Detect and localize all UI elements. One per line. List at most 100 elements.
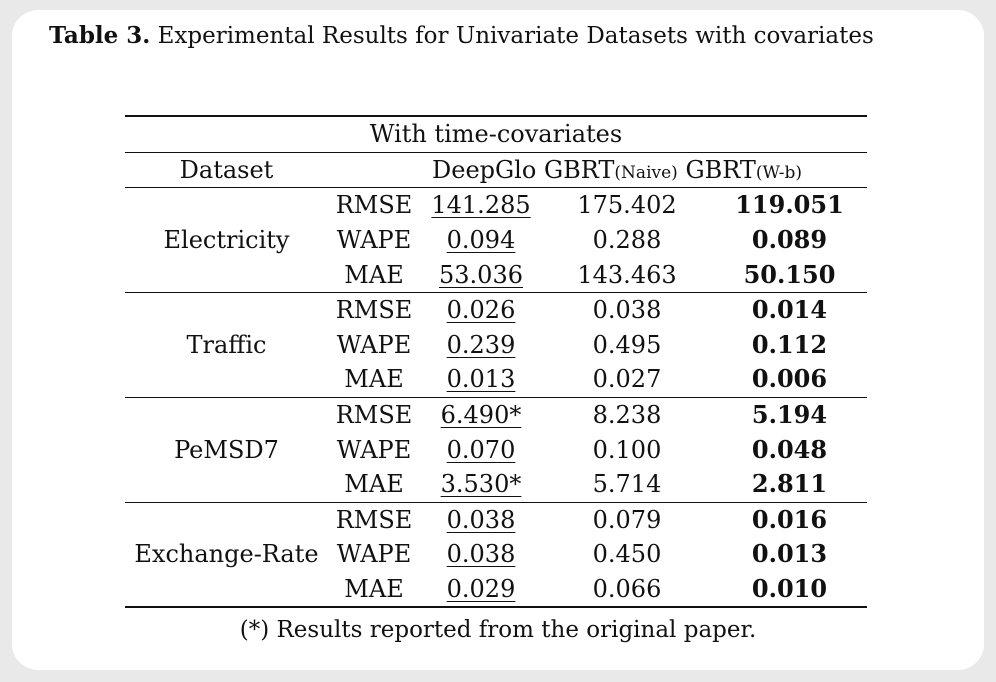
table-row: WAPE 0.094 0.288 0.089 — [125, 223, 867, 258]
deepglo-cell: 0.026 — [420, 291, 542, 328]
gbrt-wb-cell-value: 0.014 — [751, 295, 828, 325]
metric-cell: MAE — [328, 257, 420, 292]
gbrt-naive-cell-value: 143.463 — [577, 260, 677, 289]
metric-cell-value: MAE — [344, 470, 404, 499]
header-dataset: Dataset — [125, 151, 328, 188]
gbrt-wb-cell: 0.013 — [712, 537, 867, 572]
gbrt-naive-cell: 5.714 — [542, 467, 712, 502]
gbrt-wb-cell: 0.089 — [712, 223, 867, 258]
gbrt-naive-cell: 0.100 — [542, 432, 712, 467]
deepglo-cell-value: 0.029 — [446, 575, 516, 604]
gbrt-wb-cell-value: 119.051 — [735, 190, 844, 220]
gbrt-naive-cell: 175.402 — [542, 187, 712, 223]
table-row: Electricity RMSE 141.285 175.402 119.051 — [125, 187, 867, 293]
gbrt-wb-cell: 0.006 — [712, 362, 867, 397]
gbrt-naive-cell: 0.288 — [542, 223, 712, 258]
gbrt-naive-cell-value: 0.038 — [592, 296, 662, 325]
metric-cell-value: RMSE — [335, 191, 413, 220]
gbrt-wb-cell: 0.112 — [712, 328, 867, 363]
gbrt-wb-cell: 2.811 — [712, 467, 867, 502]
gbrt-wb-cell-value: 0.006 — [751, 364, 828, 394]
gbrt-naive-cell-value: 0.100 — [592, 435, 662, 464]
deepglo-cell-value: 0.026 — [446, 296, 516, 325]
deepglo-cell-value: 0.094 — [446, 226, 516, 255]
deepglo-cell: 0.038 — [420, 537, 542, 572]
metric-cell-value: RMSE — [335, 401, 413, 430]
metric-cell-value: MAE — [344, 365, 404, 394]
metric-cell-value: RMSE — [335, 505, 413, 534]
metric-cell: RMSE — [328, 501, 420, 538]
gbrt-wb-cell: 0.048 — [712, 432, 867, 467]
gbrt-naive-cell-value: 0.027 — [592, 365, 662, 394]
deepglo-cell-value: 0.038 — [446, 505, 516, 534]
deepglo-cell: 0.094 — [420, 223, 542, 258]
header-row: Dataset DeepGlo GBRT(Naive) GBRT(W-b) — [125, 151, 867, 188]
gbrt-naive-cell-value: 0.450 — [592, 540, 662, 569]
gbrt-naive-cell-value: 0.079 — [592, 505, 662, 534]
gbrt-wb-cell-value: 50.150 — [743, 259, 836, 289]
results-table: With time-covariates Dataset DeepGlo GBR… — [125, 114, 867, 608]
deepglo-cell-value: 6.490* — [440, 401, 522, 430]
deepglo-cell-value: 53.036 — [439, 260, 523, 289]
metric-cell: WAPE — [328, 537, 420, 572]
deepglo-cell: 53.036 — [420, 257, 542, 292]
gbrt-naive-cell-value: 0.288 — [592, 226, 662, 255]
metric-cell: MAE — [328, 362, 420, 397]
gbrt-wb-cell: 119.051 — [712, 187, 867, 223]
gbrt-wb-cell-value: 0.048 — [751, 434, 828, 464]
table-row: MAE 0.013 0.027 0.006 — [125, 362, 867, 397]
metric-cell: MAE — [328, 467, 420, 502]
metric-cell: WAPE — [328, 432, 420, 467]
gbrt-naive-cell-value: 8.238 — [592, 401, 662, 430]
section-title-row: With time-covariates — [125, 114, 867, 153]
gbrt-wb-cell: 0.016 — [712, 501, 867, 538]
deepglo-cell: 0.029 — [420, 572, 542, 608]
gbrt-naive-cell: 0.450 — [542, 537, 712, 572]
gbrt-wb-cell-value: 0.013 — [751, 539, 828, 569]
table-row: Traffic RMSE 0.026 0.038 0.014 — [125, 291, 867, 398]
table-row: WAPE 0.070 0.100 0.048 — [125, 432, 867, 467]
header-models: DeepGlo GBRT(Naive) GBRT(W-b) — [420, 151, 867, 188]
metric-cell: RMSE — [328, 291, 420, 328]
deepglo-cell: 0.013 — [420, 362, 542, 397]
gbrt-naive-cell-value: 5.714 — [592, 470, 662, 499]
metric-cell-value: WAPE — [336, 435, 412, 464]
table-row: WAPE 0.038 0.450 0.013 — [125, 537, 867, 572]
deepglo-cell: 6.490* — [420, 396, 542, 433]
gbrt-naive-cell: 143.463 — [542, 257, 712, 292]
gbrt-naive-cell-value: 175.402 — [577, 191, 677, 220]
table-row: WAPE 0.239 0.495 0.112 — [125, 328, 867, 363]
gbrt-wb-cell-value: 0.112 — [751, 329, 828, 359]
gbrt-wb-cell-value: 2.811 — [751, 469, 828, 499]
table-caption: Table 3. Experimental Results for Univar… — [49, 22, 874, 49]
deepglo-cell-value: 0.070 — [446, 435, 516, 464]
gbrt-naive-cell: 0.495 — [542, 328, 712, 363]
gbrt-naive-cell: 0.038 — [542, 291, 712, 328]
table-row: MAE 3.530* 5.714 2.811 — [125, 467, 867, 502]
metric-cell-value: WAPE — [336, 330, 412, 359]
header-metric — [328, 151, 420, 188]
dataset-cell: Electricity — [125, 187, 328, 293]
table-footnote: (*) Results reported from the original p… — [239, 617, 757, 643]
deepglo-cell-value: 0.239 — [446, 330, 516, 359]
metric-cell-value: WAPE — [336, 226, 412, 255]
metric-cell: RMSE — [328, 187, 420, 223]
header-gbrt-naive: GBRT(Naive) — [543, 155, 678, 184]
table-row: PeMSD7 RMSE 6.490* 8.238 5.194 — [125, 396, 867, 503]
deepglo-cell-value: 141.285 — [431, 191, 531, 220]
gbrt-naive-cell: 0.066 — [542, 572, 712, 608]
gbrt-naive-cell: 0.027 — [542, 362, 712, 397]
metric-cell: RMSE — [328, 396, 420, 433]
deepglo-cell: 141.285 — [420, 187, 542, 223]
gbrt-naive-cell-value: 0.066 — [592, 575, 662, 604]
gbrt-naive-cell: 0.079 — [542, 501, 712, 538]
caption-label: Table 3. — [49, 22, 151, 49]
gbrt-naive-cell: 8.238 — [542, 396, 712, 433]
deepglo-cell-value: 3.530* — [440, 470, 522, 499]
metric-cell-value: RMSE — [335, 296, 413, 325]
caption-text: Experimental Results for Univariate Data… — [157, 23, 874, 49]
table-row: Exchange-Rate RMSE 0.038 0.079 0.016 — [125, 501, 867, 608]
deepglo-cell: 0.070 — [420, 432, 542, 467]
gbrt-wb-cell: 0.014 — [712, 291, 867, 328]
deepglo-cell: 0.239 — [420, 328, 542, 363]
